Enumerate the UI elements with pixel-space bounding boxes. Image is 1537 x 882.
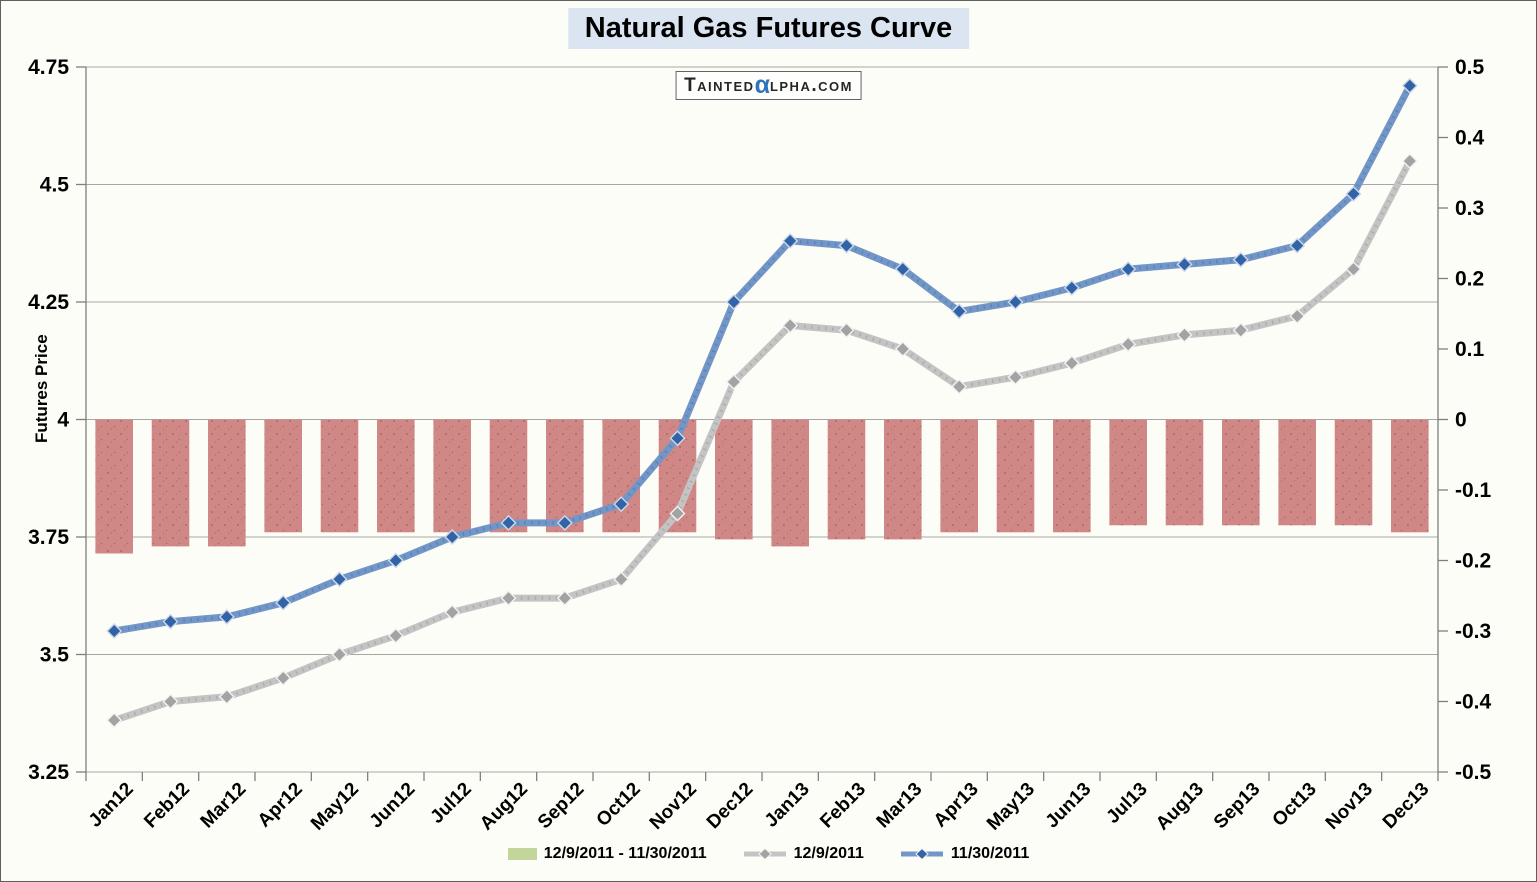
svg-text:Oct13: Oct13 xyxy=(1269,779,1321,831)
svg-text:Apr13: Apr13 xyxy=(930,779,983,832)
svg-text:Mar12: Mar12 xyxy=(197,779,251,833)
legend-swatch-difference xyxy=(507,848,537,860)
svg-text:0.3: 0.3 xyxy=(1455,197,1484,220)
watermark-alpha-icon: α xyxy=(754,71,770,99)
svg-text:Jun12: Jun12 xyxy=(366,779,420,833)
svg-text:Feb12: Feb12 xyxy=(140,779,194,833)
svg-text:3.25: 3.25 xyxy=(28,761,69,784)
legend-label-12-9-2011: 12/9/2011 xyxy=(793,845,864,862)
svg-text:0.1: 0.1 xyxy=(1455,338,1485,361)
legend: 12/9/2011 - 11/30/2011 12/9/2011 11/30/2… xyxy=(1,845,1536,863)
svg-text:-0.4: -0.4 xyxy=(1455,691,1492,714)
svg-text:Dec13: Dec13 xyxy=(1379,779,1433,833)
legend-label-11-30-2011: 11/30/2011 xyxy=(950,845,1030,862)
svg-text:Aug12: Aug12 xyxy=(476,779,532,835)
svg-text:Aug13: Aug13 xyxy=(1152,779,1208,835)
svg-text:4.75: 4.75 xyxy=(28,56,69,79)
svg-text:Oct12: Oct12 xyxy=(593,779,645,831)
legend-swatch-12-9-2011 xyxy=(743,847,786,861)
svg-text:May12: May12 xyxy=(307,779,363,835)
svg-text:Nov12: Nov12 xyxy=(646,779,701,834)
svg-text:3.5: 3.5 xyxy=(40,644,70,667)
svg-text:Jan13: Jan13 xyxy=(761,779,814,832)
svg-text:4.5: 4.5 xyxy=(40,174,70,197)
legend-swatch-11-30-2011 xyxy=(900,847,943,861)
svg-text:Jul13: Jul13 xyxy=(1103,779,1152,828)
svg-text:Jul12: Jul12 xyxy=(427,779,476,828)
svg-text:4: 4 xyxy=(57,409,69,432)
watermark-prefix: Tainted xyxy=(684,75,755,96)
svg-text:Nov13: Nov13 xyxy=(1322,779,1377,834)
svg-text:-0.5: -0.5 xyxy=(1455,761,1492,784)
svg-text:Jun13: Jun13 xyxy=(1042,779,1096,833)
legend-item-11-30-2011: 11/30/2011 xyxy=(900,845,1029,863)
svg-text:-0.3: -0.3 xyxy=(1455,620,1491,643)
svg-text:Dec12: Dec12 xyxy=(703,779,757,833)
svg-text:Mar13: Mar13 xyxy=(873,779,927,833)
legend-label-difference: 12/9/2011 - 11/30/2011 xyxy=(543,845,707,862)
svg-text:Jan12: Jan12 xyxy=(85,779,138,832)
svg-text:0: 0 xyxy=(1455,409,1467,432)
svg-text:Sep13: Sep13 xyxy=(1210,779,1264,833)
svg-text:0.4: 0.4 xyxy=(1455,127,1485,150)
svg-text:May13: May13 xyxy=(983,779,1039,835)
svg-text:Feb13: Feb13 xyxy=(816,779,870,833)
svg-text:0.5: 0.5 xyxy=(1455,56,1485,79)
svg-text:0.2: 0.2 xyxy=(1455,268,1484,291)
svg-text:-0.1: -0.1 xyxy=(1455,479,1492,502)
svg-text:3.75: 3.75 xyxy=(28,526,69,549)
svg-text:Apr12: Apr12 xyxy=(254,779,307,832)
legend-item-difference-series: 12/9/2011 - 11/30/2011 xyxy=(507,845,707,863)
svg-text:4.25: 4.25 xyxy=(28,291,69,314)
watermark-suffix: lpha.com xyxy=(769,75,853,96)
svg-text:-0.2: -0.2 xyxy=(1455,550,1491,573)
chart-title: Natural Gas Futures Curve xyxy=(567,8,970,49)
watermark: Taintedαlpha.com xyxy=(675,71,862,100)
legend-item-12-9-2011: 12/9/2011 xyxy=(743,845,864,863)
svg-text:Sep12: Sep12 xyxy=(534,779,588,833)
